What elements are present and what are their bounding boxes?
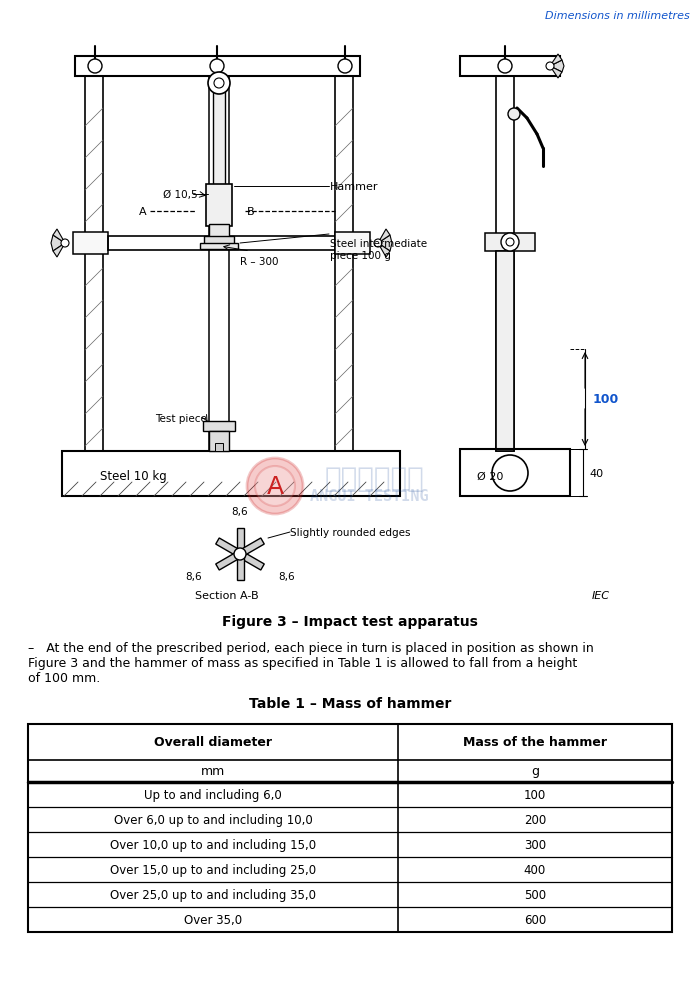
Polygon shape [216, 538, 241, 557]
Text: Table 1 – Mass of hammer: Table 1 – Mass of hammer [248, 696, 452, 710]
Text: Dimensions in millimetres: Dimensions in millimetres [545, 11, 690, 21]
Bar [62, 452, 400, 497]
Circle shape [506, 239, 514, 246]
Circle shape [208, 73, 230, 95]
Text: Figure 3 – Impact test apparatus: Figure 3 – Impact test apparatus [222, 614, 478, 628]
Bar [108, 237, 338, 250]
Text: Over 25,0 up to and including 35,0: Over 25,0 up to and including 35,0 [110, 888, 316, 901]
Circle shape [498, 60, 512, 74]
Circle shape [247, 458, 303, 515]
Text: Ø 20: Ø 20 [477, 471, 503, 481]
Text: 500: 500 [524, 888, 546, 901]
Text: of 100 mm.: of 100 mm. [28, 671, 100, 684]
Text: A: A [267, 474, 284, 499]
Text: Up to and including 6,0: Up to and including 6,0 [144, 788, 282, 802]
Bar [215, 444, 223, 452]
Bar [335, 233, 370, 254]
Bar [85, 77, 103, 452]
Bar [204, 237, 234, 246]
Polygon shape [237, 528, 244, 554]
Circle shape [546, 63, 554, 71]
Bar [206, 184, 232, 227]
Text: IEC: IEC [592, 591, 610, 600]
Bar [460, 57, 560, 77]
Text: Steel intermediate
piece 100 g: Steel intermediate piece 100 g [330, 239, 427, 260]
Bar [209, 225, 229, 239]
Circle shape [374, 240, 382, 247]
Text: 8,6: 8,6 [186, 572, 202, 582]
Text: ANGUI TESTING: ANGUI TESTING [310, 489, 428, 504]
Text: 600: 600 [524, 913, 546, 926]
Bar [28, 725, 672, 932]
Polygon shape [237, 554, 244, 581]
Circle shape [508, 108, 520, 121]
Bar [496, 251, 514, 452]
Text: 8,6: 8,6 [232, 507, 248, 517]
Text: Over 6,0 up to and including 10,0: Over 6,0 up to and including 10,0 [113, 813, 312, 826]
Text: 100: 100 [524, 788, 546, 802]
Text: A: A [139, 207, 147, 217]
Text: R – 300: R – 300 [240, 256, 279, 267]
Text: 200: 200 [524, 813, 546, 826]
Bar [209, 432, 229, 452]
Text: 40: 40 [589, 468, 603, 478]
Text: Slightly rounded edges: Slightly rounded edges [290, 528, 410, 537]
Circle shape [234, 548, 246, 560]
Polygon shape [53, 244, 65, 257]
Text: Overall diameter: Overall diameter [154, 736, 272, 748]
Text: 300: 300 [524, 838, 546, 851]
Polygon shape [216, 551, 241, 571]
Text: Over 35,0: Over 35,0 [184, 913, 242, 926]
Polygon shape [238, 538, 265, 557]
Text: Over 15,0 up to and including 25,0: Over 15,0 up to and including 25,0 [110, 863, 316, 877]
Text: Mass of the hammer: Mass of the hammer [463, 736, 607, 748]
Text: Test piece: Test piece [155, 413, 207, 424]
Text: 400: 400 [524, 863, 546, 877]
Text: Over 10,0 up to and including 15,0: Over 10,0 up to and including 15,0 [110, 838, 316, 851]
Circle shape [492, 456, 528, 491]
Polygon shape [550, 61, 564, 73]
Polygon shape [550, 55, 562, 67]
Bar [200, 244, 238, 249]
Text: mm: mm [201, 765, 225, 778]
Polygon shape [51, 236, 65, 251]
Bar [213, 85, 225, 186]
Bar [335, 77, 353, 452]
Circle shape [61, 240, 69, 247]
Circle shape [88, 60, 102, 74]
Bar [485, 234, 535, 251]
Text: Steel 10 kg: Steel 10 kg [100, 470, 167, 483]
Polygon shape [378, 236, 392, 251]
Bar [203, 422, 235, 432]
Text: –   At the end of the prescribed period, each piece in turn is placed in positio: – At the end of the prescribed period, e… [28, 641, 594, 655]
Polygon shape [378, 244, 390, 257]
Text: Section A-B: Section A-B [195, 591, 258, 600]
Text: 8,6: 8,6 [278, 572, 295, 582]
Text: 100: 100 [593, 393, 620, 406]
Polygon shape [53, 230, 65, 244]
Bar [460, 450, 570, 497]
Circle shape [214, 79, 224, 89]
Circle shape [501, 234, 519, 251]
Text: Figure 3 and the hammer of mass as specified in Table 1 is allowed to fall from : Figure 3 and the hammer of mass as speci… [28, 657, 578, 669]
Text: g: g [531, 765, 539, 778]
Circle shape [210, 60, 224, 74]
Text: 东菞安规检测: 东菞安规检测 [325, 464, 425, 492]
Circle shape [255, 466, 295, 507]
Bar [496, 77, 514, 452]
Bar [73, 233, 108, 254]
Bar [75, 57, 360, 77]
Text: B: B [247, 207, 255, 217]
Text: Hammer: Hammer [330, 181, 379, 192]
Polygon shape [378, 230, 390, 244]
Circle shape [338, 60, 352, 74]
Polygon shape [550, 67, 562, 79]
Text: Ø 10,5: Ø 10,5 [163, 190, 197, 200]
Polygon shape [238, 551, 265, 571]
Bar [209, 77, 229, 452]
